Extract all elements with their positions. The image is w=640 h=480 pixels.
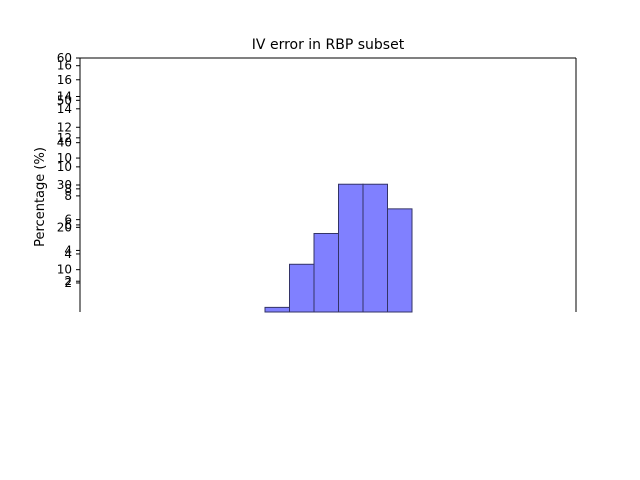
y-tick-label: 8 [64,189,72,203]
histogram-bars [264,183,413,313]
y-tick-label: 4 [64,247,72,261]
y-tick-label: 10 [57,263,72,277]
y-tick-label: 6 [64,218,72,232]
y-tick-label: 10 [57,151,72,165]
histogram-bar [338,183,364,313]
histogram-bar [313,232,339,313]
y-tick-label: 6 [64,213,72,227]
y-tick-label: 12 [57,120,72,134]
y-tick-label: 10 [57,160,72,174]
histogram-bar [387,208,413,313]
y-tick-label: 16 [57,59,72,73]
y-tick-label: 2 [64,274,72,288]
y-tick-label: 14 [57,102,72,116]
y-tick-label: 30 [57,178,72,192]
y-tick-label: 60 [57,51,72,65]
histogram-bar [264,306,290,313]
histogram-bar [289,263,315,313]
y-tick-label: 40 [57,136,72,150]
y-tick-label: 4 [64,243,72,257]
y-tick-label: 50 [57,93,72,107]
y-tick-label: 12 [57,131,72,145]
y-tick-label: 8 [64,182,72,196]
histogram-bar [362,183,388,313]
y-tick-label: 16 [57,73,72,87]
y-tick-label: 20 [57,220,72,234]
y-axis-label: Percentage (%) [33,147,48,247]
chart-title: IV error in RBP subset [252,37,405,53]
y-tick-label: 2 [64,276,72,290]
y-tick-label: 14 [57,89,72,103]
